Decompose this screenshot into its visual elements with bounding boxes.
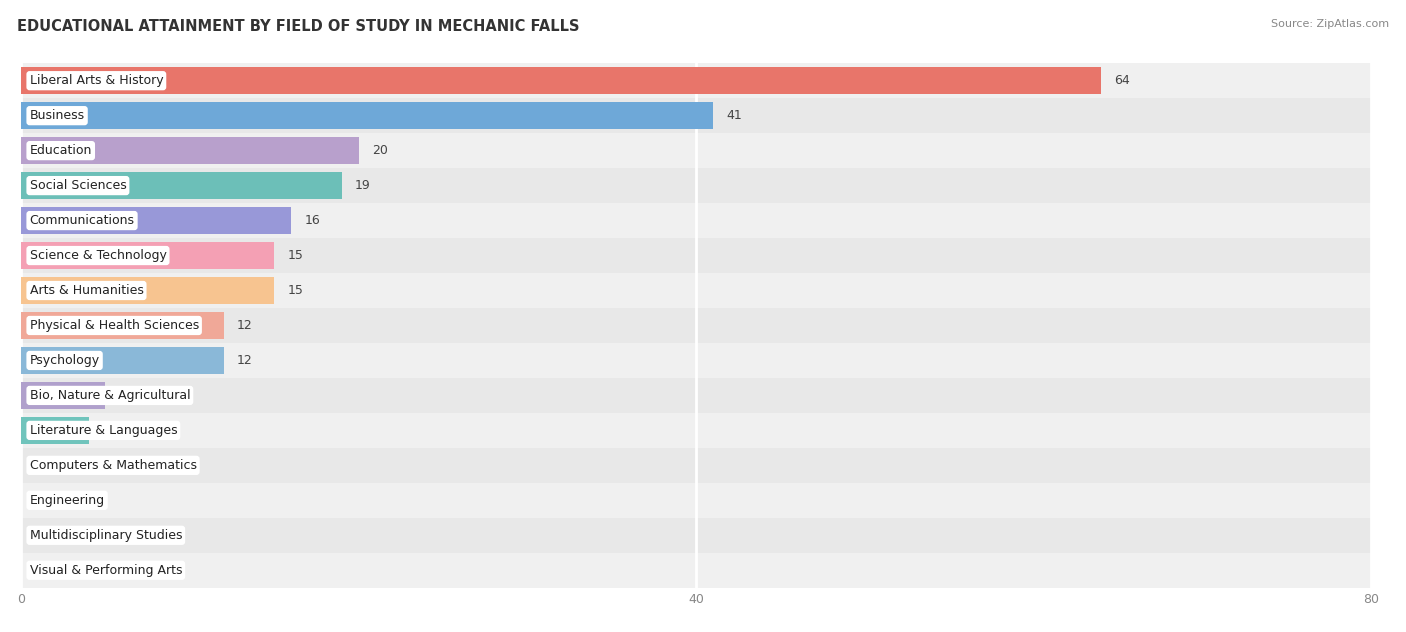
Bar [21, 518, 1371, 553]
Bar [21, 416, 89, 444]
Text: 5: 5 [120, 389, 127, 402]
Text: Psychology: Psychology [30, 354, 100, 367]
Text: Business: Business [30, 109, 84, 122]
Bar [21, 63, 1371, 98]
Text: 12: 12 [238, 354, 253, 367]
Text: Communications: Communications [30, 214, 135, 227]
Text: Literature & Languages: Literature & Languages [30, 424, 177, 437]
Text: 0: 0 [35, 494, 42, 507]
Text: EDUCATIONAL ATTAINMENT BY FIELD OF STUDY IN MECHANIC FALLS: EDUCATIONAL ATTAINMENT BY FIELD OF STUDY… [17, 19, 579, 34]
Text: 0: 0 [35, 529, 42, 542]
Text: 16: 16 [305, 214, 321, 227]
Bar [21, 133, 1371, 168]
Bar [21, 273, 1371, 308]
Text: Visual & Performing Arts: Visual & Performing Arts [30, 564, 181, 577]
Bar [21, 553, 1371, 588]
Text: Arts & Humanities: Arts & Humanities [30, 284, 143, 297]
Text: Bio, Nature & Agricultural: Bio, Nature & Agricultural [30, 389, 190, 402]
Bar [21, 277, 274, 304]
Text: 15: 15 [288, 284, 304, 297]
Bar [21, 378, 1371, 413]
Bar [21, 67, 1101, 94]
Bar [21, 382, 105, 409]
Bar [21, 168, 1371, 203]
Text: 0: 0 [35, 564, 42, 577]
Bar [21, 448, 1371, 483]
Bar [21, 343, 1371, 378]
Bar [21, 207, 291, 234]
Bar [21, 347, 224, 374]
Text: Source: ZipAtlas.com: Source: ZipAtlas.com [1271, 19, 1389, 29]
Text: Computers & Mathematics: Computers & Mathematics [30, 459, 197, 472]
Bar [21, 98, 1371, 133]
Bar [21, 308, 1371, 343]
Text: 64: 64 [1115, 74, 1130, 87]
Text: 15: 15 [288, 249, 304, 262]
Text: Education: Education [30, 144, 91, 157]
Text: Multidisciplinary Studies: Multidisciplinary Studies [30, 529, 181, 542]
Bar [21, 172, 342, 199]
Text: 0: 0 [35, 459, 42, 472]
Bar [21, 242, 274, 269]
Text: 20: 20 [373, 144, 388, 157]
Text: Physical & Health Sciences: Physical & Health Sciences [30, 319, 198, 332]
Text: 12: 12 [238, 319, 253, 332]
Text: 4: 4 [103, 424, 110, 437]
Bar [21, 312, 224, 339]
Bar [21, 137, 359, 164]
Text: Liberal Arts & History: Liberal Arts & History [30, 74, 163, 87]
Bar [21, 483, 1371, 518]
Bar [21, 102, 713, 130]
Text: Science & Technology: Science & Technology [30, 249, 166, 262]
Text: 19: 19 [356, 179, 371, 192]
Bar [21, 203, 1371, 238]
Bar [21, 238, 1371, 273]
Bar [21, 413, 1371, 448]
Text: Social Sciences: Social Sciences [30, 179, 127, 192]
Text: Engineering: Engineering [30, 494, 104, 507]
Text: 41: 41 [727, 109, 742, 122]
